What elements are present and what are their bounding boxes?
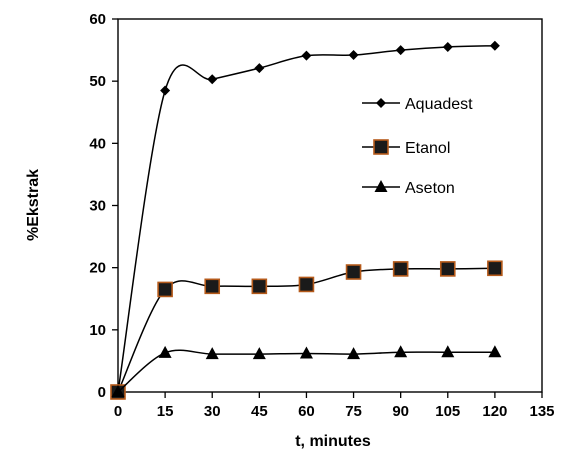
y-tick-label: 30 <box>89 198 106 215</box>
data-point-marker <box>487 260 503 277</box>
x-tick-label: 60 <box>298 403 315 420</box>
data-point-marker <box>204 278 221 295</box>
plot-frame <box>117 18 543 393</box>
x-tick-label: 135 <box>529 403 554 420</box>
data-point-marker <box>254 63 265 74</box>
legend-marker <box>374 180 388 192</box>
data-point-marker <box>301 50 312 61</box>
data-point-marker <box>298 276 315 293</box>
y-tick-label: 0 <box>98 384 106 401</box>
data-point-marker <box>157 281 173 298</box>
data-point-marker <box>205 347 219 360</box>
series-line <box>117 44 495 393</box>
y-tick-label: 20 <box>89 260 106 277</box>
x-tick-label: 15 <box>157 403 174 420</box>
y-tick-label: 10 <box>89 322 106 339</box>
data-point-marker <box>348 50 359 61</box>
x-tick-label: 75 <box>345 403 362 420</box>
legend-label: Aseton <box>405 180 455 197</box>
x-tick-label: 90 <box>392 403 409 420</box>
series-etanol <box>110 260 503 400</box>
data-point-marker <box>299 346 313 359</box>
data-point-marker <box>395 45 406 56</box>
data-point-marker <box>394 345 408 358</box>
data-point-marker <box>251 278 268 295</box>
series-layer <box>110 40 503 400</box>
data-point-marker <box>158 345 172 358</box>
x-tick-label: 45 <box>251 403 268 420</box>
legend: Aquadest Etanol Aseton <box>362 96 473 197</box>
x-tick-label: 30 <box>204 403 221 420</box>
legend-marker <box>373 139 389 155</box>
legend-item-aquadest: Aquadest <box>362 96 473 113</box>
series-aquadest <box>113 40 500 397</box>
data-point-marker <box>345 264 362 280</box>
x-tick-label: 0 <box>114 403 122 420</box>
data-point-marker <box>442 41 453 52</box>
y-tick-label: 50 <box>89 73 106 90</box>
legend-item-aseton: Aseton <box>362 180 455 197</box>
y-axis-title: %Ekstrak <box>25 169 42 241</box>
x-axis: 0 15 30 45 60 75 90 105 120 135 <box>114 392 555 420</box>
data-point-marker <box>160 85 171 96</box>
legend-marker <box>376 98 386 108</box>
legend-label: Aquadest <box>405 96 473 113</box>
data-point-marker <box>347 347 361 360</box>
y-axis: 0 10 20 30 40 50 60 <box>89 11 118 401</box>
x-axis-title: t, minutes <box>295 433 371 450</box>
y-tick-label: 60 <box>89 11 106 28</box>
y-tick-label: 40 <box>89 135 106 152</box>
legend-item-etanol: Etanol <box>362 139 450 157</box>
data-point-marker <box>111 385 125 397</box>
data-point-marker <box>439 261 456 277</box>
legend-label: Etanol <box>405 140 450 157</box>
data-point-marker <box>207 74 218 85</box>
x-tick-label: 105 <box>435 403 460 420</box>
data-point-marker <box>392 261 409 277</box>
series-aseton <box>111 345 502 397</box>
plot-area <box>117 18 543 393</box>
data-point-marker <box>441 345 455 358</box>
data-point-marker <box>252 347 266 360</box>
data-point-marker <box>489 40 500 51</box>
data-point-marker <box>488 345 502 358</box>
x-tick-label: 120 <box>482 403 507 420</box>
